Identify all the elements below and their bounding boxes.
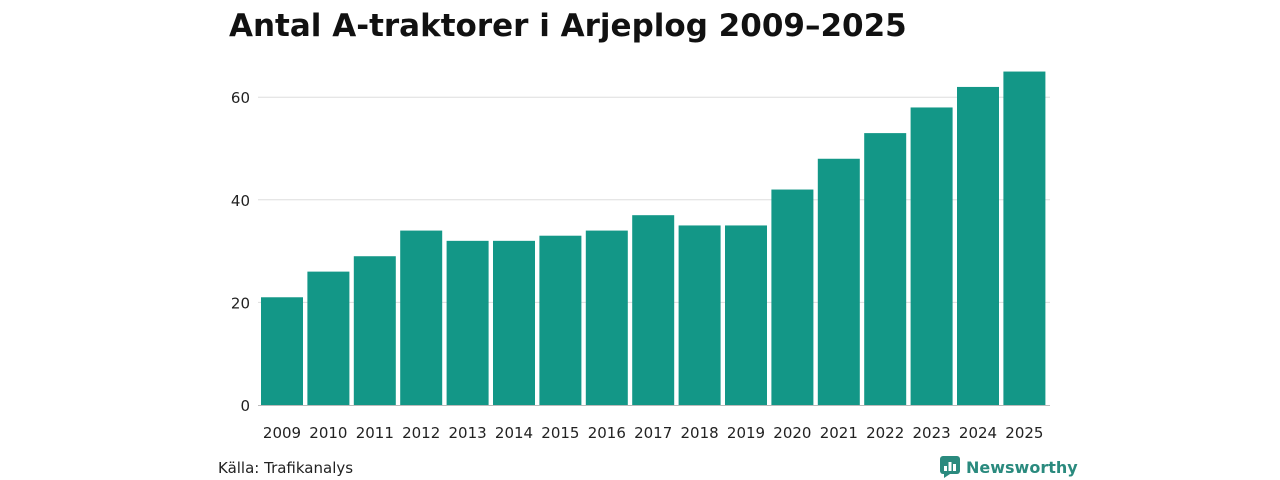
- bar: [307, 271, 350, 405]
- x-tick-label: 2022: [866, 424, 904, 442]
- bar: [400, 230, 443, 405]
- x-tick-label: 2014: [495, 424, 533, 442]
- y-tick-label: 40: [231, 192, 250, 210]
- x-tick-label: 2015: [541, 424, 579, 442]
- bar: [632, 215, 675, 405]
- y-tick-label: 0: [240, 397, 250, 415]
- bar: [539, 235, 582, 405]
- bar: [353, 256, 396, 405]
- brand-logo: Newsworthy: [940, 455, 1078, 479]
- x-tick-label: 2023: [913, 424, 951, 442]
- bar: [1003, 71, 1046, 406]
- x-tick-label: 2012: [402, 424, 440, 442]
- x-tick-label: 2018: [681, 424, 719, 442]
- x-tick-label: 2010: [309, 424, 347, 442]
- bar: [817, 158, 860, 405]
- source-note: Källa: Trafikanalys: [218, 459, 354, 477]
- x-tick-label: 2024: [959, 424, 997, 442]
- bar: [446, 240, 489, 405]
- bar: [864, 133, 907, 406]
- x-tick-label: 2019: [727, 424, 765, 442]
- x-tick-label: 2021: [820, 424, 858, 442]
- bar: [910, 107, 953, 406]
- x-tick-label: 2017: [634, 424, 672, 442]
- bar: [771, 189, 814, 405]
- brand-name: Newsworthy: [966, 457, 1078, 477]
- x-tick-label: 2011: [356, 424, 394, 442]
- x-tick-label: 2009: [263, 424, 301, 442]
- bar: [678, 225, 721, 405]
- x-tick-label: 2020: [773, 424, 811, 442]
- bar: [261, 297, 303, 405]
- bar: [493, 240, 535, 405]
- x-tick-label: 2013: [449, 424, 487, 442]
- bar: [957, 86, 999, 405]
- x-tick-label: 2016: [588, 424, 626, 442]
- bar: [585, 230, 628, 405]
- bar: [725, 225, 767, 405]
- y-tick-label: 60: [231, 89, 250, 107]
- newsworthy-logo-icon: [940, 456, 960, 478]
- chart-title: Antal A-traktorer i Arjeplog 2009–2025: [229, 8, 907, 44]
- x-tick-label: 2025: [1005, 424, 1043, 442]
- y-tick-label: 20: [231, 294, 250, 312]
